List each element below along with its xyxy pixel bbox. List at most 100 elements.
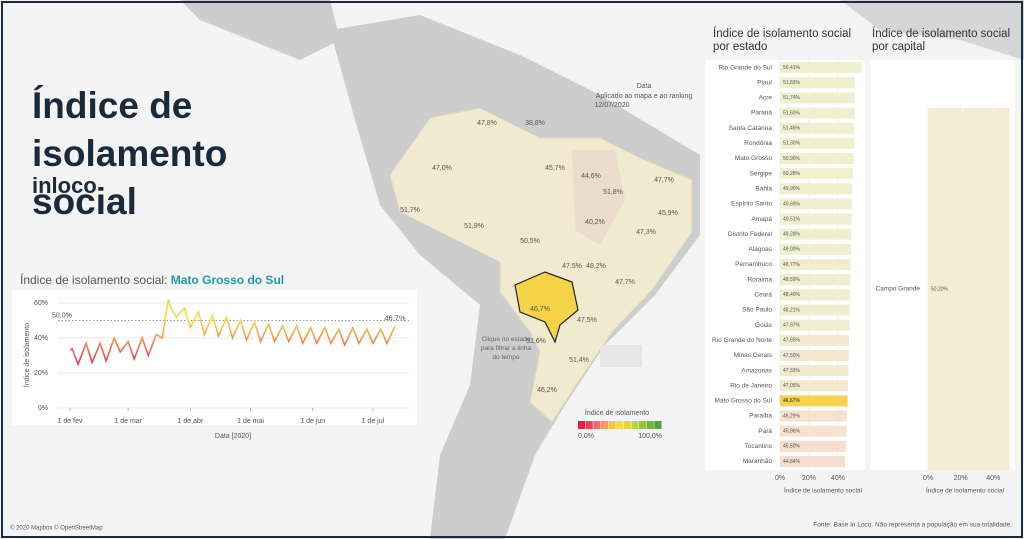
category-label: Santa Catarina: [729, 125, 773, 132]
category-label: Paraíba: [749, 413, 772, 420]
attribution: © 2020 Mapbox © OpenStreetMap: [10, 525, 103, 532]
bar[interactable]: [780, 334, 850, 346]
brand: inloco: [32, 173, 97, 198]
category-label: Distrito Federal: [728, 231, 773, 238]
bar[interactable]: [780, 228, 852, 240]
main-title: Índice de isolamento social: [32, 85, 228, 222]
value-label: 44,84%: [783, 459, 801, 465]
bar[interactable]: [780, 410, 848, 422]
y-axis-label: Índice de isolamento: [22, 323, 31, 387]
map-badge: [600, 345, 642, 367]
map-hint: Clique no estado para filtrar a linha do…: [480, 336, 532, 361]
category-label: Acre: [759, 95, 773, 102]
legend-swatch: [578, 421, 586, 429]
value-label: 48,59%: [783, 277, 801, 283]
bar[interactable]: [780, 107, 855, 119]
value-label: 47,33%: [783, 368, 801, 374]
bar[interactable]: [780, 213, 852, 225]
bar[interactable]: [780, 319, 850, 331]
bar[interactable]: [780, 365, 849, 377]
value-label: 45,96%: [783, 429, 801, 435]
map-state-label: 51,4%: [569, 357, 589, 364]
bar[interactable]: [780, 92, 855, 104]
map-state-label: 40,2%: [585, 219, 605, 226]
x-tick-label: 20%: [802, 475, 816, 482]
x-tick-label: 1 de mar: [114, 418, 142, 425]
category-label: Rondônia: [744, 140, 772, 147]
bar[interactable]: [780, 77, 856, 89]
value-label: 47,97%: [783, 322, 801, 328]
category-label: Mato Grosso do Sul: [715, 398, 773, 405]
bar[interactable]: [780, 259, 851, 271]
line-series: [69, 299, 396, 367]
map-state-label: 47,5%: [562, 263, 582, 270]
map-state-label: 47,0%: [432, 165, 452, 172]
bar[interactable]: [780, 243, 851, 255]
bar[interactable]: [780, 62, 862, 74]
bar[interactable]: [780, 349, 849, 361]
bar[interactable]: [780, 304, 850, 316]
land: [840, 0, 1024, 60]
category-label: Goiás: [755, 322, 773, 329]
category-label: Tocantins: [745, 443, 773, 450]
map-state-label: 51,7%: [400, 207, 420, 214]
bar[interactable]: [780, 425, 847, 437]
value-label: 49,69%: [783, 201, 801, 207]
map-state-label: 48,2%: [586, 263, 606, 270]
filter-note: Aplicado ao mapa e ao ranking: [596, 93, 693, 100]
x-tick-label: 1 de mai: [237, 418, 264, 425]
bar[interactable]: [780, 152, 854, 164]
last-value-label: 46,7%: [384, 313, 406, 322]
bar[interactable]: [780, 440, 846, 452]
value-label: 51,74%: [783, 95, 801, 101]
category-label: Paraná: [751, 110, 772, 117]
map-state-label: 51,8%: [603, 189, 623, 196]
map-state-label: 47,8%: [477, 120, 497, 127]
value-label: 48,77%: [783, 262, 801, 268]
legend-swatch: [639, 421, 647, 429]
value-label: 51,46%: [783, 126, 801, 132]
map-state-label: 45,9%: [658, 210, 678, 217]
bar[interactable]: [780, 183, 853, 195]
category-label: Amapá: [751, 216, 772, 223]
line-title-highlight: Mato Grosso do Sul: [171, 273, 284, 287]
x-tick-label: 0%: [775, 475, 785, 482]
value-label: 49,51%: [783, 216, 801, 222]
bar[interactable]: [780, 168, 853, 180]
x-tick-label: 1 de fev: [58, 418, 83, 425]
value-label: 50,20%: [931, 286, 949, 292]
value-label: 46,67%: [783, 398, 801, 404]
bar[interactable]: [780, 198, 852, 210]
bar[interactable]: [780, 455, 845, 467]
value-label: 51,30%: [783, 141, 801, 147]
legend-swatch: [593, 421, 601, 429]
legend-swatch: [646, 421, 654, 429]
value-label: 50,28%: [783, 171, 801, 177]
footer: Fonte: Base In Loco. Não representa a po…: [813, 522, 1012, 529]
bar[interactable]: [780, 395, 848, 407]
x-tick-label: 1 de jun: [300, 418, 325, 425]
selected-state-label: 46,7%: [530, 306, 550, 313]
line-panel: [12, 290, 417, 425]
selected-state[interactable]: [514, 271, 579, 344]
bar[interactable]: [780, 274, 851, 286]
x-axis-label: Índice de isolamento social: [784, 486, 863, 495]
bar[interactable]: [780, 289, 851, 301]
legend-swatch: [654, 421, 662, 429]
value-label: 51,60%: [783, 110, 801, 116]
bar[interactable]: [928, 108, 1010, 470]
bar[interactable]: [780, 122, 855, 134]
state-chart-title: Índice de isolamento social por estado: [713, 28, 852, 53]
value-label: 49,00%: [783, 247, 801, 253]
filter-value[interactable]: 12/07/2020: [594, 102, 629, 109]
legend-swatch: [623, 421, 631, 429]
map-state-label: 44,6%: [581, 173, 601, 180]
state: [572, 150, 625, 245]
x-tick-label: 40%: [986, 475, 1000, 482]
map-state-label: 47,3%: [636, 229, 656, 236]
category-label: Rio Grande do Norte: [712, 337, 772, 344]
bar[interactable]: [780, 137, 855, 149]
bar[interactable]: [780, 380, 849, 392]
